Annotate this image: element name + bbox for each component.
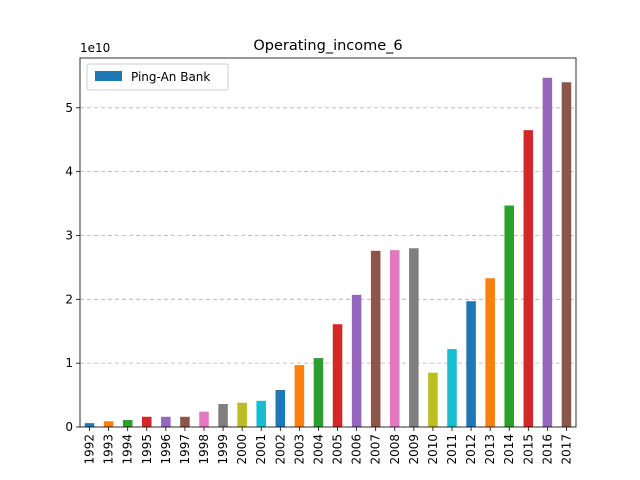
- x-tick-label: 2017: [559, 434, 573, 465]
- x-tick-label: 2014: [502, 434, 516, 465]
- x-tick-label: 2000: [235, 434, 249, 465]
- x-tick-label: 1996: [159, 434, 173, 465]
- x-tick-label: 2006: [350, 434, 364, 465]
- x-tick-label: 2010: [426, 434, 440, 465]
- x-tick-label: 1994: [121, 434, 135, 465]
- y-tick-label: 0: [65, 420, 73, 434]
- bar-1996: [161, 416, 171, 427]
- bar-1993: [103, 421, 114, 427]
- legend-swatch: [95, 71, 122, 81]
- bar-2003: [294, 365, 305, 427]
- x-tick-label: 1997: [178, 434, 192, 465]
- x-tick-label: 1993: [102, 434, 116, 465]
- x-tick-label: 2007: [369, 434, 383, 465]
- bar-2013: [485, 278, 495, 427]
- bar-2004: [313, 358, 324, 427]
- y-tick-label: 4: [65, 165, 73, 179]
- bar-1995: [142, 416, 152, 427]
- y-tick-label: 3: [65, 228, 73, 242]
- x-tick-label: 2009: [407, 434, 421, 465]
- bar-1992: [84, 423, 95, 427]
- bar-2002: [275, 389, 286, 427]
- legend-box: [86, 63, 229, 91]
- x-tick-label: 2011: [445, 434, 459, 465]
- axes: 0 1 2 3 4 5 1992 1993 1994 1995 1996 1997 1998 1999 20…: [65, 57, 577, 465]
- y-tick-label: 5: [65, 101, 73, 115]
- plot-frame: [79, 57, 577, 428]
- legend: Ping-An Bank: [86, 63, 229, 91]
- y-tick-label: 1: [65, 356, 73, 370]
- bar-2011: [447, 349, 457, 427]
- x-tick-label: 1992: [83, 434, 97, 465]
- x-tick-label: 2001: [254, 434, 268, 465]
- x-tick-label: 2004: [311, 434, 325, 465]
- bar-1998: [199, 411, 209, 427]
- bar-2017: [561, 82, 572, 427]
- bars: [84, 77, 572, 428]
- y-scale-label: 1e10: [80, 41, 110, 55]
- bar-2009: [409, 248, 419, 427]
- x-tick-label: 2005: [331, 434, 345, 465]
- bar-2006: [351, 294, 362, 427]
- x-tick-label: 2008: [388, 434, 402, 465]
- legend-label: Ping-An Bank: [131, 70, 210, 84]
- x-tick-label: 2012: [464, 434, 478, 465]
- x-tick-label: 1998: [197, 434, 211, 465]
- x-tick-label: 2013: [483, 434, 497, 465]
- bar-2014: [504, 205, 514, 427]
- bar-2015: [523, 130, 534, 427]
- bar-2000: [237, 402, 247, 427]
- x-tick-label: 1995: [140, 434, 154, 465]
- bar-2010: [428, 372, 438, 427]
- bar-2001: [256, 400, 266, 427]
- bar-1994: [122, 419, 133, 427]
- bar-2005: [332, 324, 343, 427]
- x-tick-label: 2016: [540, 434, 554, 465]
- x-tick-label: 2003: [292, 434, 306, 465]
- bar-1997: [180, 416, 190, 427]
- x-tick-label: 1999: [216, 434, 230, 465]
- bar-2012: [466, 301, 476, 427]
- x-tick-label: 2015: [521, 434, 535, 465]
- y-tick-label: 2: [65, 292, 73, 306]
- bar-1999: [218, 404, 228, 427]
- bar-2016: [542, 77, 553, 428]
- chart-title: Operating_income_6: [253, 38, 402, 54]
- x-tick-label: 2002: [273, 434, 287, 465]
- bar-2008: [390, 250, 400, 427]
- bar-2007: [370, 250, 381, 427]
